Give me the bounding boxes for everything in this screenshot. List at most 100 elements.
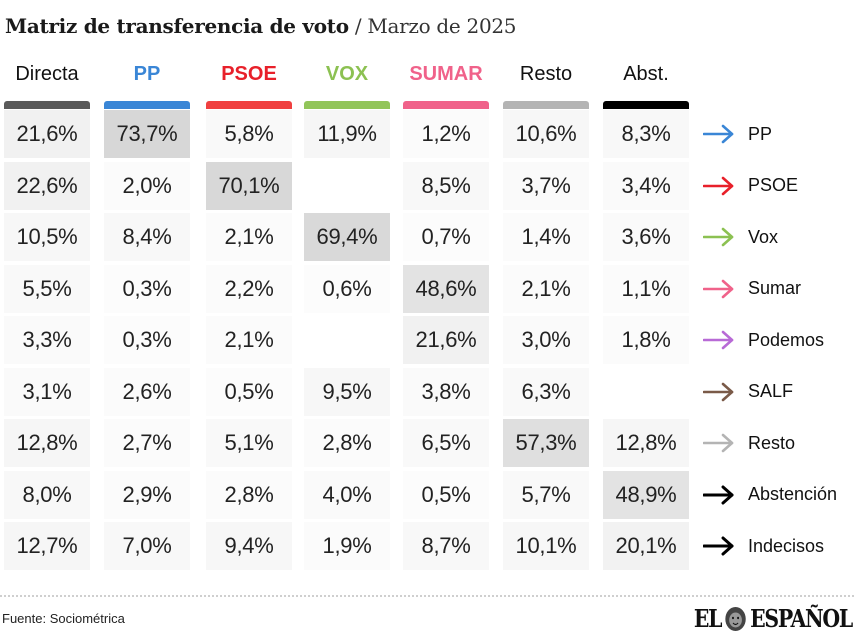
matrix-cell: 8,0% [4,470,90,519]
logo-text-left: EL [693,604,723,633]
matrix-cell: 2,8% [206,470,292,519]
row-label-psoe: PSOE [703,162,798,210]
matrix-cell: 9,5% [304,367,390,416]
matrix-cell: 4,0% [304,470,390,519]
matrix-cell: 2,1% [503,264,589,313]
matrix-cell: 1,8% [603,316,689,364]
matrix-cell: 5,7% [503,470,589,519]
column-header-sumar: SUMAR [409,63,483,85]
matrix-cell [304,161,390,210]
matrix-cell: 12,7% [4,522,90,570]
row-label-salf: SALF [703,368,793,416]
row-label-text: Sumar [748,278,802,298]
matrix-cell: 8,7% [403,522,489,570]
matrix-cell: 10,1% [503,522,589,570]
matrix-cell: 5,1% [206,419,292,467]
matrix-cell: 1,1% [603,264,689,313]
matrix-cell: 70,1% [206,161,292,210]
matrix-cell: 73,7% [104,110,190,158]
row-label-resto: Resto [703,419,795,467]
matrix-cell: 2,7% [104,419,190,467]
arrow-right-icon [703,382,734,401]
matrix-cell: 3,8% [403,367,489,416]
arrow-right-icon [703,536,734,556]
column-color-bar-psoe [206,101,292,109]
matrix-cell [304,316,390,364]
column-header-directa: Directa [15,63,79,85]
matrix-cell: 3,3% [4,316,90,364]
row-label-text: PSOE [748,175,799,195]
arrow-right-icon [703,330,734,350]
matrix-cell: 0,5% [206,367,292,416]
matrix-cell: 5,8% [206,110,292,158]
row-label-text: Vox [748,226,779,247]
row-label-pp: PP [703,110,772,158]
title-separator: / [354,14,362,38]
matrix-cell: 3,4% [603,161,689,210]
row-label-text: Resto [748,432,796,453]
column-header-pp: PP [133,63,161,85]
matrix-cell: 3,7% [503,161,589,210]
matrix-cell: 48,9% [603,470,689,519]
matrix-cell: 11,9% [304,110,390,158]
matrix-cell: 10,5% [4,213,90,261]
matrix-cell: 10,6% [503,110,589,158]
column-header-psoe: PSOE [221,63,277,85]
column-header-vox: VOX [325,63,369,85]
matrix-cell: 22,6% [4,161,90,210]
row-label-text: SALF [748,381,794,401]
matrix-cell [603,367,689,416]
row-label-abstención: Abstención [703,471,837,519]
matrix-cell: 12,8% [603,419,689,467]
row-label-vox: Vox [703,213,778,261]
arrow-right-icon [703,176,734,195]
logo-text-right: ESPAÑOL [750,604,853,633]
column-color-bar-pp [104,101,190,109]
title-main: Matriz de transferencia de voto [5,14,349,38]
matrix-cell: 6,3% [503,367,589,416]
matrix-cell: 57,3% [503,419,589,467]
matrix-cell: 0,6% [304,264,390,313]
matrix-cell: 0,5% [403,470,489,519]
matrix-cell: 20,1% [603,522,689,570]
row-label-podemos: Podemos [703,316,824,364]
matrix-cell: 8,4% [104,213,190,261]
matrix-cell: 2,6% [104,367,190,416]
footer-divider [0,595,854,597]
matrix-cell: 69,4% [304,213,390,261]
column-color-bar-abst [603,101,689,109]
matrix-cell: 2,2% [206,264,292,313]
matrix-cell: 21,6% [403,316,489,364]
matrix-cell: 2,9% [104,470,190,519]
matrix-cell: 3,1% [4,367,90,416]
matrix-cell: 2,8% [304,419,390,467]
matrix-cell: 0,3% [104,264,190,313]
title-date: Marzo de 2025 [367,14,517,38]
column-header-abst: Abst. [623,63,669,85]
matrix-cell: 1,9% [304,522,390,570]
matrix-cell: 48,6% [403,264,489,313]
column-color-bar-vox [304,101,390,109]
column-color-bar-directa [4,101,90,109]
arrow-right-icon [703,124,734,144]
column-color-bar-sumar [403,101,489,109]
matrix-cell: 1,2% [403,110,489,158]
row-label-text: Podemos [748,329,825,350]
column-header-resto: Resto [519,63,573,85]
arrow-right-icon [703,279,734,298]
el-espanol-logo: EL ESPAÑOL [693,604,853,633]
row-label-text: Abstención [748,484,838,504]
matrix-cell: 1,4% [503,213,589,261]
matrix-cell: 3,0% [503,316,589,364]
matrix-cell: 21,6% [4,110,90,158]
row-label-sumar: Sumar [703,265,801,313]
source-note: Fuente: Sociométrica [2,611,125,626]
row-label-text: Indecisos [748,535,825,556]
chart-title: Matriz de transferencia de voto / Marzo … [5,14,517,38]
matrix-cell: 7,0% [104,522,190,570]
matrix-cell: 8,5% [403,161,489,210]
matrix-cell: 2,1% [206,316,292,364]
lion-head-icon [725,606,746,631]
matrix-cell: 3,6% [603,213,689,261]
arrow-right-icon [703,433,734,453]
